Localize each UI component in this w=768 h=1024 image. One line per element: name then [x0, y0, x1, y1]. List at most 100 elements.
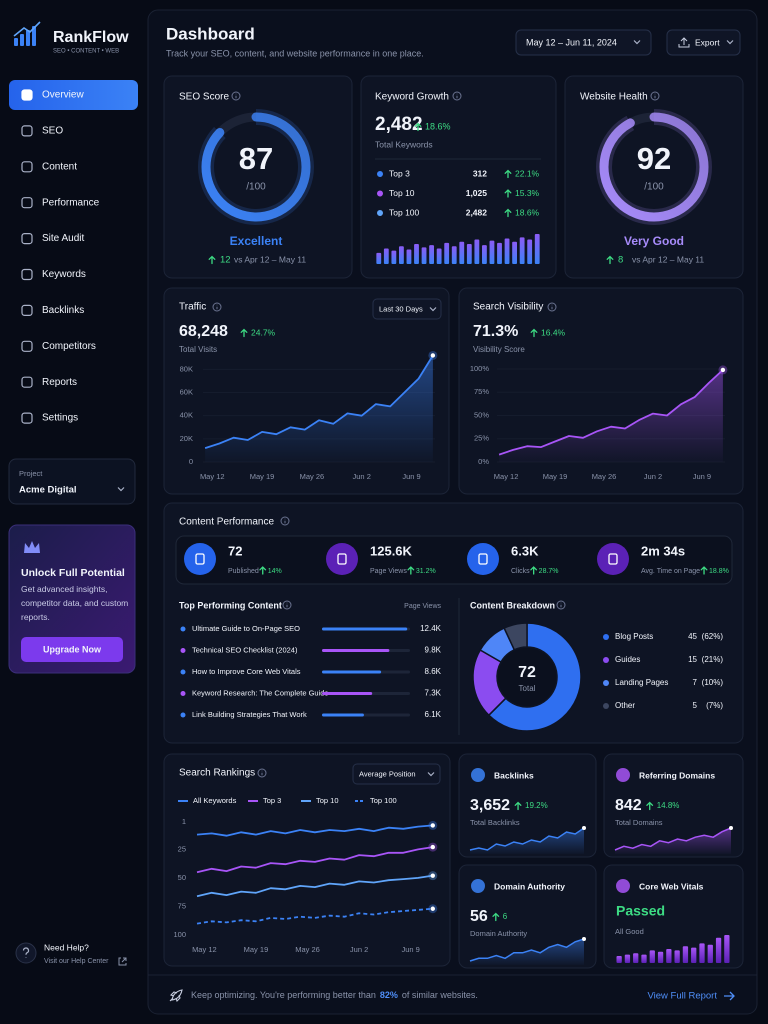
legend-dot — [603, 680, 609, 686]
spark-bar — [519, 237, 525, 264]
stat-label: Published — [228, 568, 259, 575]
spark-bar — [527, 239, 533, 264]
gauge-value: 87 — [239, 141, 273, 176]
y-tick-label: 1 — [182, 817, 186, 826]
spark-bar — [649, 950, 655, 963]
nav-icon — [21, 340, 33, 352]
row-change: 18.6% — [515, 207, 540, 217]
footer-text-end: of similar websites. — [402, 990, 478, 1000]
spark-line — [469, 938, 585, 962]
y-tick-label: 100 — [173, 930, 186, 939]
rating: Very Good — [624, 234, 684, 248]
content-title: Technical SEO Checklist (2024) — [192, 645, 298, 654]
x-tick-label: May 12 — [200, 472, 225, 481]
y-tick-label: 75 — [178, 901, 186, 910]
y-tick-label: 75% — [474, 387, 489, 396]
spark-bar — [534, 234, 540, 264]
legend-value: 15 — [688, 655, 697, 664]
x-tick-label: May 26 — [295, 945, 320, 954]
logo-bar — [26, 30, 30, 46]
upgrade-text-box: Get advanced insights, competitor data, … — [21, 584, 128, 622]
line — [196, 874, 433, 898]
nav-icon — [21, 376, 33, 388]
stat-change: 14% — [268, 568, 282, 575]
spark-bar — [641, 954, 647, 963]
spark-bar — [715, 937, 722, 963]
stat-value: 125.6K — [370, 543, 413, 558]
change: 16.4% — [541, 327, 566, 337]
legend-label: Landing Pages — [615, 678, 668, 687]
card-icon — [616, 879, 630, 893]
card-title: Backlinks — [494, 770, 534, 780]
legend-dot — [603, 657, 609, 663]
y-tick-label: 80K — [180, 364, 193, 373]
section-title: Content Breakdown — [470, 600, 555, 610]
bar — [322, 649, 390, 652]
up-arrow — [240, 328, 248, 338]
upgrade-card — [8, 524, 136, 674]
help-title: Need Help? — [44, 942, 89, 952]
compare: vs Apr 12 – May 11 — [234, 254, 306, 264]
change: 24.7% — [251, 327, 276, 337]
nav-label: Competitors — [42, 341, 96, 352]
stat-glyph — [608, 553, 618, 565]
spark-bar — [674, 950, 680, 963]
x-tick-label: May 12 — [494, 472, 519, 481]
gauge-arc — [599, 112, 709, 222]
legend-dot — [603, 703, 609, 709]
card — [603, 864, 744, 969]
legend-label: All Keywords — [193, 796, 237, 805]
row-dot — [180, 626, 186, 632]
kpi-label: Domain Authority — [470, 929, 527, 938]
project-select[interactable] — [8, 458, 136, 505]
up-arrow — [208, 255, 216, 265]
nav-icon — [21, 125, 33, 137]
stat-glyph — [195, 553, 205, 565]
stat-meta: Page Views 31.2% — [370, 568, 436, 575]
row-dot — [377, 190, 383, 197]
upgrade-button[interactable] — [21, 637, 123, 662]
y-tick-label: 0% — [478, 457, 489, 466]
footer-link[interactable]: View Full Report — [647, 991, 717, 1002]
stat-change: 28.7% — [539, 568, 559, 575]
range-select[interactable] — [372, 298, 442, 320]
card-icon — [616, 768, 630, 782]
spark-bar — [398, 246, 404, 264]
nav-label: Site Audit — [42, 233, 84, 244]
export-button[interactable] — [666, 29, 741, 56]
help-link[interactable]: Visit our Help Center — [44, 958, 109, 965]
stat-icon — [467, 543, 499, 575]
y-tick-label: 40K — [180, 411, 193, 420]
card-title: Traffic — [179, 302, 206, 313]
card — [458, 864, 597, 969]
nav-icon — [21, 233, 33, 245]
y-tick-label: 50% — [474, 410, 489, 419]
row-value: 2,482 — [466, 207, 488, 217]
date-range-button[interactable] — [515, 29, 652, 56]
card-icon — [471, 768, 485, 782]
card-title: SEO Score — [179, 92, 229, 103]
x-tick-label: May 19 — [244, 945, 269, 954]
nav-item[interactable] — [9, 116, 138, 146]
up-arrow — [606, 255, 614, 265]
row-dot — [377, 210, 383, 216]
line — [196, 907, 433, 925]
legend-value: 45 — [688, 632, 697, 641]
line — [196, 846, 433, 874]
card-title: Website Health — [580, 92, 648, 103]
spark-bar — [421, 247, 427, 264]
stat-label: Page Views — [370, 568, 407, 575]
spark-bar — [691, 947, 697, 963]
card-icon — [471, 879, 485, 893]
nav-item[interactable] — [9, 80, 138, 110]
x-tick-label: Jun 2 — [644, 472, 662, 481]
info-icon — [650, 91, 660, 101]
x-tick-label: Jun 2 — [353, 472, 371, 481]
change: 6 — [503, 912, 508, 921]
kpi-label: Total Keywords — [375, 139, 433, 149]
kpi-value: 56 — [470, 908, 488, 925]
spark-bar — [489, 240, 495, 264]
up-arrow — [700, 566, 708, 575]
spark-bar — [497, 242, 502, 264]
metric-select[interactable] — [352, 763, 441, 785]
